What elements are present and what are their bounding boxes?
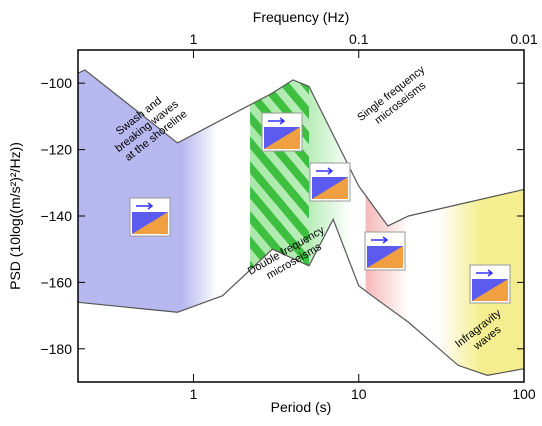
y-tick-label: −180 [40,341,72,357]
icon [310,163,350,201]
icon [130,198,170,236]
y-tick-label: −100 [40,75,72,91]
y-tick-label: −160 [40,274,72,290]
y-axis-label: PSD (10log((m/s²)²/Hz)) [7,142,23,290]
y-tick-label: −140 [40,208,72,224]
region-label: Single frequency microseisms [355,62,437,134]
x2-tick-label: 1 [190,31,198,47]
x-tick-label: 100 [512,386,536,402]
icon [262,113,302,151]
y-tick-label: −120 [40,142,72,158]
x-tick-label: 10 [351,386,367,402]
icon [365,232,405,270]
x-axis-label: Period (s) [271,399,332,415]
x2-axis-label: Frequency (Hz) [253,9,349,25]
x2-tick-label: 0.01 [510,31,537,47]
icon [470,265,510,303]
x-tick-label: 1 [190,386,198,402]
chart: −100−120−140−160−18011010010.10.01 Swash… [0,0,542,421]
x2-tick-label: 0.1 [349,31,369,47]
